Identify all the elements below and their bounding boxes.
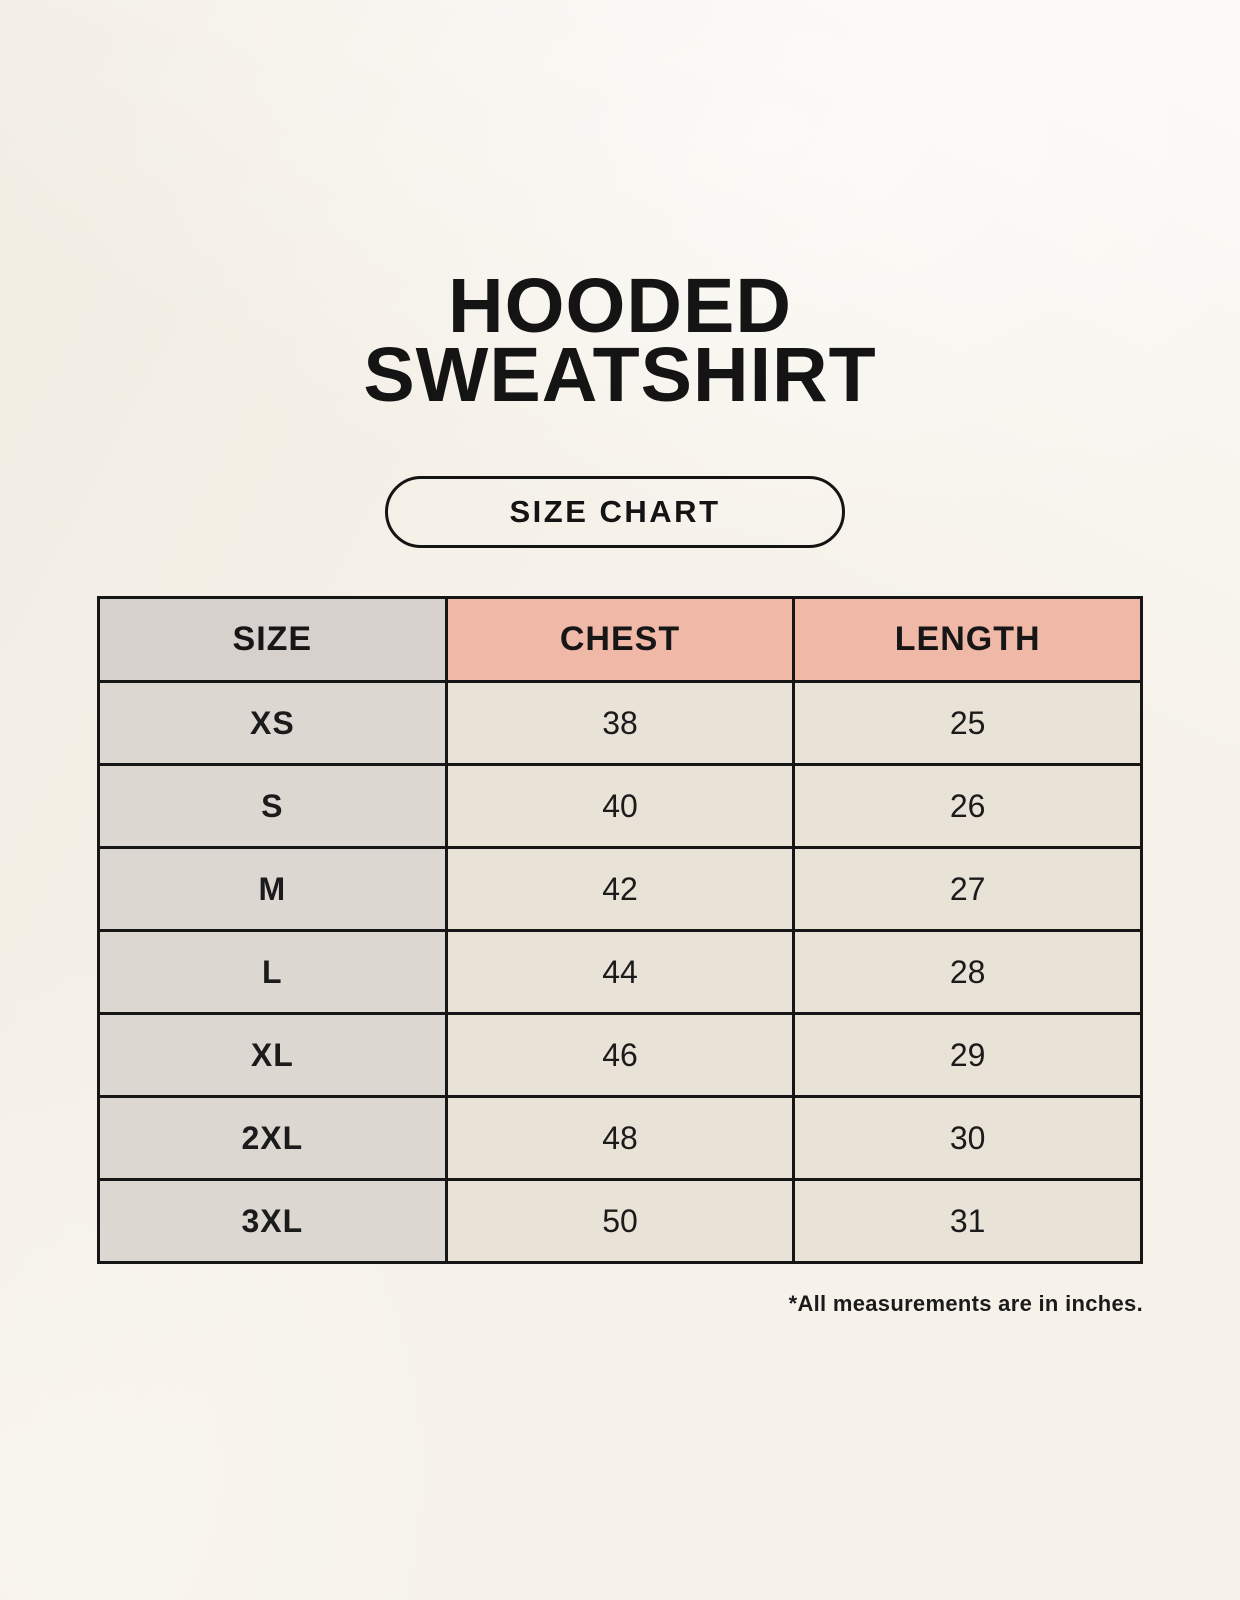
table-row: S 40 26 xyxy=(97,763,1143,849)
column-header-length: LENGTH xyxy=(792,596,1143,683)
length-cell: 26 xyxy=(792,763,1143,849)
size-chart-badge-button[interactable]: SIZE CHART xyxy=(385,476,845,548)
length-cell: 25 xyxy=(792,680,1143,766)
chest-cell: 40 xyxy=(444,763,796,849)
size-cell: M xyxy=(97,846,448,932)
size-chart-table: SIZE CHEST LENGTH XS 38 25 S 40 26 M 42 … xyxy=(97,596,1143,1264)
length-cell: 29 xyxy=(792,1012,1143,1098)
page-title-line1: HOODED xyxy=(448,263,792,349)
chest-cell: 50 xyxy=(444,1178,796,1264)
size-cell: L xyxy=(97,929,448,1015)
size-cell: 2XL xyxy=(97,1095,448,1181)
table-row: XL 46 29 xyxy=(97,1012,1143,1098)
chest-cell: 48 xyxy=(444,1095,796,1181)
measurements-footnote: *All measurements are in inches. xyxy=(788,1291,1143,1316)
chest-cell: 44 xyxy=(444,929,796,1015)
table-row: 2XL 48 30 xyxy=(97,1095,1143,1181)
column-header-chest: CHEST xyxy=(444,596,796,683)
length-cell: 31 xyxy=(792,1178,1143,1264)
size-cell: XL xyxy=(97,1012,448,1098)
size-cell: 3XL xyxy=(97,1178,448,1264)
chest-cell: 38 xyxy=(444,680,796,766)
table-row: XS 38 25 xyxy=(97,680,1143,766)
table-header-row: SIZE CHEST LENGTH xyxy=(97,596,1143,683)
size-cell: XS xyxy=(97,680,448,766)
length-cell: 28 xyxy=(792,929,1143,1015)
table-row: 3XL 50 31 xyxy=(97,1178,1143,1264)
column-header-size: SIZE xyxy=(97,596,448,683)
page-title: HOODED SWEATSHIRT xyxy=(0,263,1240,418)
table-row: L 44 28 xyxy=(97,929,1143,1015)
page-title-line2: SWEATSHIRT xyxy=(363,332,877,418)
chest-cell: 46 xyxy=(444,1012,796,1098)
length-cell: 30 xyxy=(792,1095,1143,1181)
chest-cell: 42 xyxy=(444,846,796,932)
table-row: M 42 27 xyxy=(97,846,1143,932)
size-cell: S xyxy=(97,763,448,849)
length-cell: 27 xyxy=(792,846,1143,932)
